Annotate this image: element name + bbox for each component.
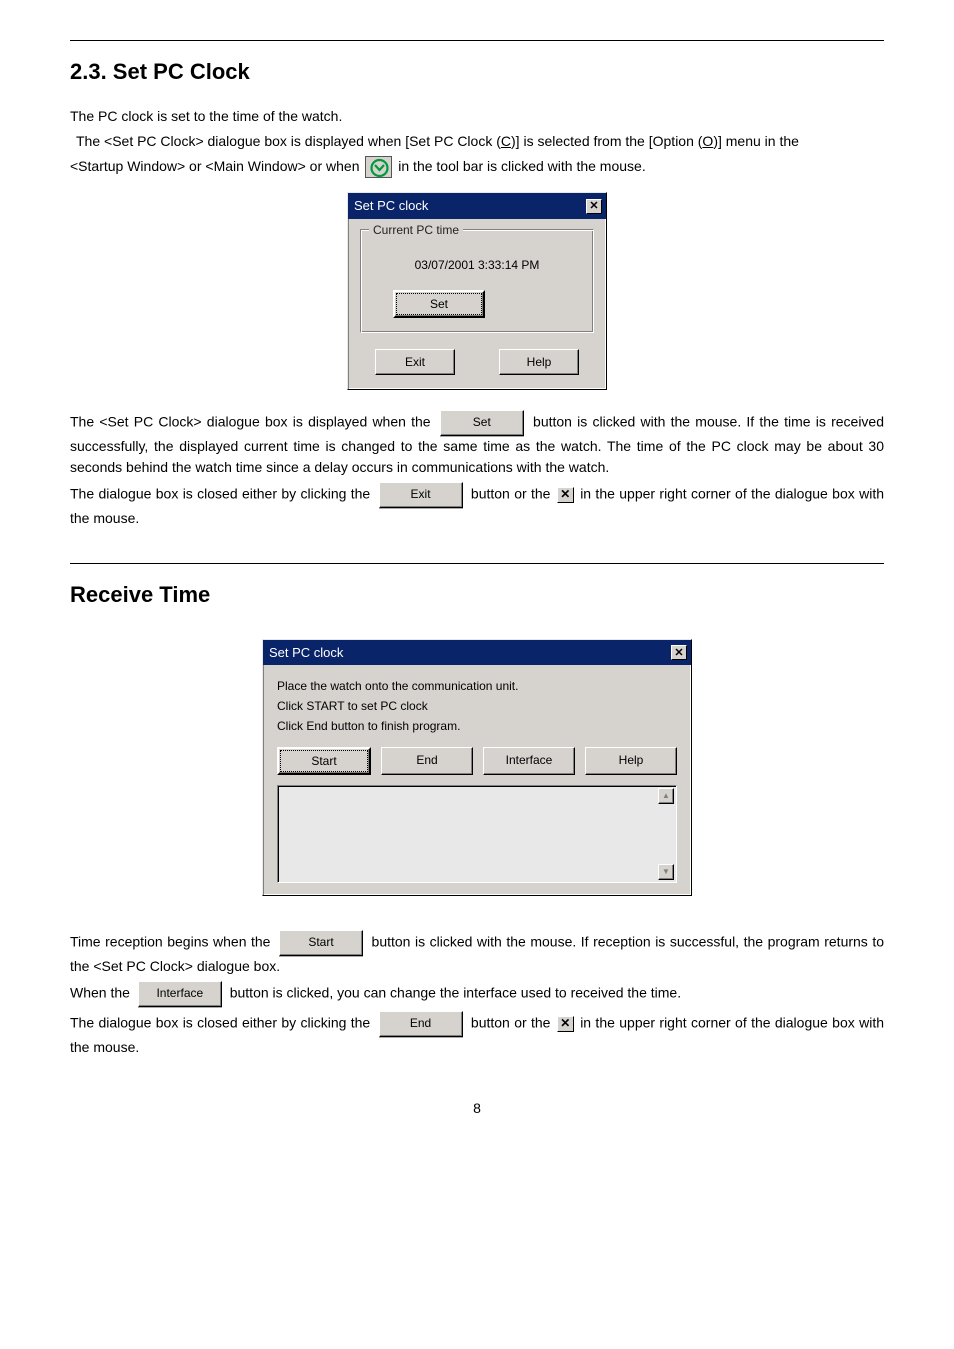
dialog-titlebar: Set PC clock ✕ [263, 640, 691, 666]
scroll-down-button[interactable]: ▼ [658, 864, 674, 880]
text-fragment: )] is selected from the [Option ( [511, 133, 702, 149]
close-icon[interactable]: ✕ [586, 199, 602, 214]
section-heading-1: 2.3. Set PC Clock [70, 55, 884, 88]
dialog-titlebar: Set PC clock ✕ [348, 193, 606, 219]
dialog-title: Set PC clock [269, 643, 343, 663]
exit-button[interactable]: Exit [375, 349, 455, 375]
chevron-up-icon: ▲ [662, 792, 670, 800]
log-textbox[interactable]: ▲ ▼ [277, 785, 677, 883]
body-text: The PC clock is set to the time of the w… [70, 106, 884, 127]
set-button-inline[interactable]: Set [440, 410, 524, 436]
text-fragment: button is clicked, you can change the in… [230, 985, 681, 1001]
body-text: The dialogue box is closed either by cli… [70, 1011, 884, 1058]
help-button[interactable]: Help [585, 747, 677, 775]
set-pc-clock-dialog: Set PC clock ✕ Current PC time 03/07/200… [347, 192, 607, 390]
instruction-line: Place the watch onto the communication u… [277, 677, 677, 695]
section-divider [70, 563, 884, 564]
text-fragment: The dialogue box is closed either by cli… [70, 486, 375, 502]
body-text: The dialogue box is closed either by cli… [70, 482, 884, 529]
text-fragment: in the tool bar is clicked with the mous… [398, 158, 645, 174]
dialog-button-row: Start End Interface Help [277, 747, 677, 775]
close-icon[interactable]: ✕ [671, 645, 687, 660]
set-button[interactable]: Set [393, 290, 485, 318]
access-key: C [501, 133, 511, 149]
end-button[interactable]: End [381, 747, 473, 775]
receive-time-dialog: Set PC clock ✕ Place the watch onto the … [262, 639, 692, 897]
body-text: When the Interface button is clicked, yo… [70, 981, 884, 1007]
dialog-button-row: Exit Help [348, 341, 606, 389]
pc-time-value: 03/07/2001 3:33:14 PM [373, 256, 581, 274]
end-button-inline[interactable]: End [379, 1011, 463, 1037]
text-fragment: When the [70, 985, 134, 1001]
close-icon-inline[interactable]: ✕ [557, 1016, 574, 1032]
text-fragment: )] menu in the [713, 133, 799, 149]
section-heading-2: Receive Time [70, 578, 884, 611]
scrollbar[interactable]: ▲ ▼ [658, 788, 674, 880]
text-fragment: button or the [471, 486, 555, 502]
body-text: Time reception begins when the Start but… [70, 930, 884, 977]
start-button-inline[interactable]: Start [279, 930, 363, 956]
exit-button-inline[interactable]: Exit [379, 482, 463, 508]
text-fragment: The <Set PC Clock> dialogue box is displ… [76, 133, 501, 149]
body-text: <Startup Window> or <Main Window> or whe… [70, 156, 884, 178]
instruction-line: Click End button to finish program. [277, 717, 677, 735]
interface-button-inline[interactable]: Interface [138, 981, 222, 1007]
chevron-down-icon: ▼ [662, 868, 670, 876]
close-icon-inline[interactable]: ✕ [557, 487, 574, 503]
interface-button[interactable]: Interface [483, 747, 575, 775]
instruction-line: Click START to set PC clock [277, 697, 677, 715]
body-text: The <Set PC Clock> dialogue box is displ… [76, 131, 884, 152]
access-key: O [702, 133, 713, 149]
text-fragment: button or the [471, 1015, 555, 1031]
dialog-title: Set PC clock [354, 196, 428, 216]
help-button[interactable]: Help [499, 349, 579, 375]
text-fragment: Time reception begins when the [70, 934, 275, 950]
section-divider [70, 40, 884, 41]
start-button[interactable]: Start [277, 747, 371, 775]
scroll-up-button[interactable]: ▲ [658, 788, 674, 804]
text-fragment: The <Set PC Clock> dialogue box is displ… [70, 414, 436, 430]
text-fragment: The dialogue box is closed either by cli… [70, 1015, 375, 1031]
body-text: The <Set PC Clock> dialogue box is displ… [70, 410, 884, 478]
clock-toolbar-icon [365, 156, 392, 178]
page-number: 8 [70, 1098, 884, 1119]
group-legend: Current PC time [369, 221, 463, 239]
dialog-body: Place the watch onto the communication u… [263, 665, 691, 895]
text-fragment: <Startup Window> or <Main Window> or whe… [70, 158, 363, 174]
current-pc-time-group: Current PC time 03/07/2001 3:33:14 PM Se… [360, 229, 594, 333]
